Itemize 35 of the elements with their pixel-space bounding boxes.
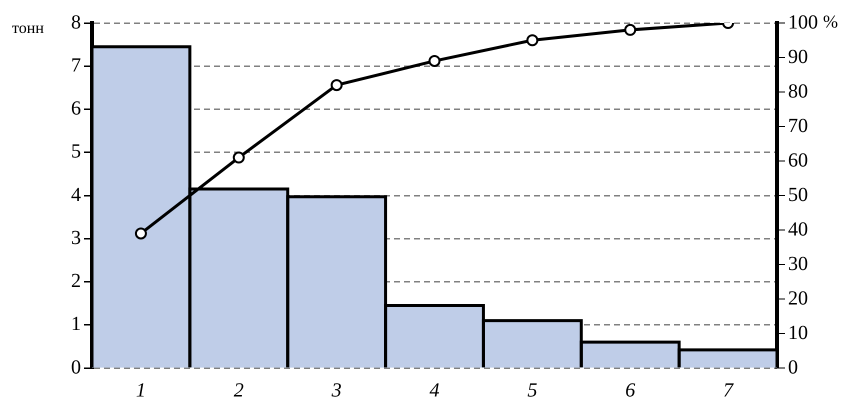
y2-tick-label: 0	[788, 356, 798, 378]
y2-tick-label: 40	[788, 218, 808, 240]
y2-tick-label: 90	[788, 46, 808, 68]
y2-tick-label: 80	[788, 80, 808, 102]
x-tick-label: 4	[430, 379, 440, 402]
y-tick-label: 8	[71, 11, 81, 34]
y2-tick-label: 20	[788, 287, 808, 310]
x-tick-label: 2	[234, 379, 244, 402]
point	[330, 79, 343, 92]
y-tick-label: 3	[71, 226, 81, 249]
y-axis-title: тонн	[12, 20, 44, 38]
y-tick-label: 7	[71, 54, 81, 76]
point	[428, 54, 440, 67]
y-tick-label: 4	[71, 184, 81, 206]
point	[624, 24, 636, 36]
y2-tick-label: 30	[788, 252, 808, 275]
y2-tick-label: 100	[788, 11, 818, 34]
y-tick-label: 5	[71, 140, 81, 163]
x-tick-label: 7	[723, 379, 734, 402]
point	[232, 152, 245, 164]
point	[526, 34, 538, 46]
x-tick-label: 3	[330, 379, 342, 402]
point	[134, 227, 147, 240]
y2-tick-label: 70	[788, 114, 808, 137]
y-tick-label: 2	[71, 270, 81, 292]
x-tick-label: 5	[527, 379, 538, 402]
y2-tick-label: 60	[788, 149, 808, 172]
y2-tick-label: 10	[788, 322, 808, 344]
y-tick-label: 6	[71, 98, 81, 120]
y-tick-label: 0	[71, 356, 81, 378]
x-tick-label: 6	[625, 379, 636, 402]
y-tick-label: 1	[71, 313, 81, 336]
x-tick-label: 1	[136, 379, 146, 402]
y2-tick-label: 50	[788, 184, 808, 206]
y2-axis-title: %	[823, 12, 838, 32]
